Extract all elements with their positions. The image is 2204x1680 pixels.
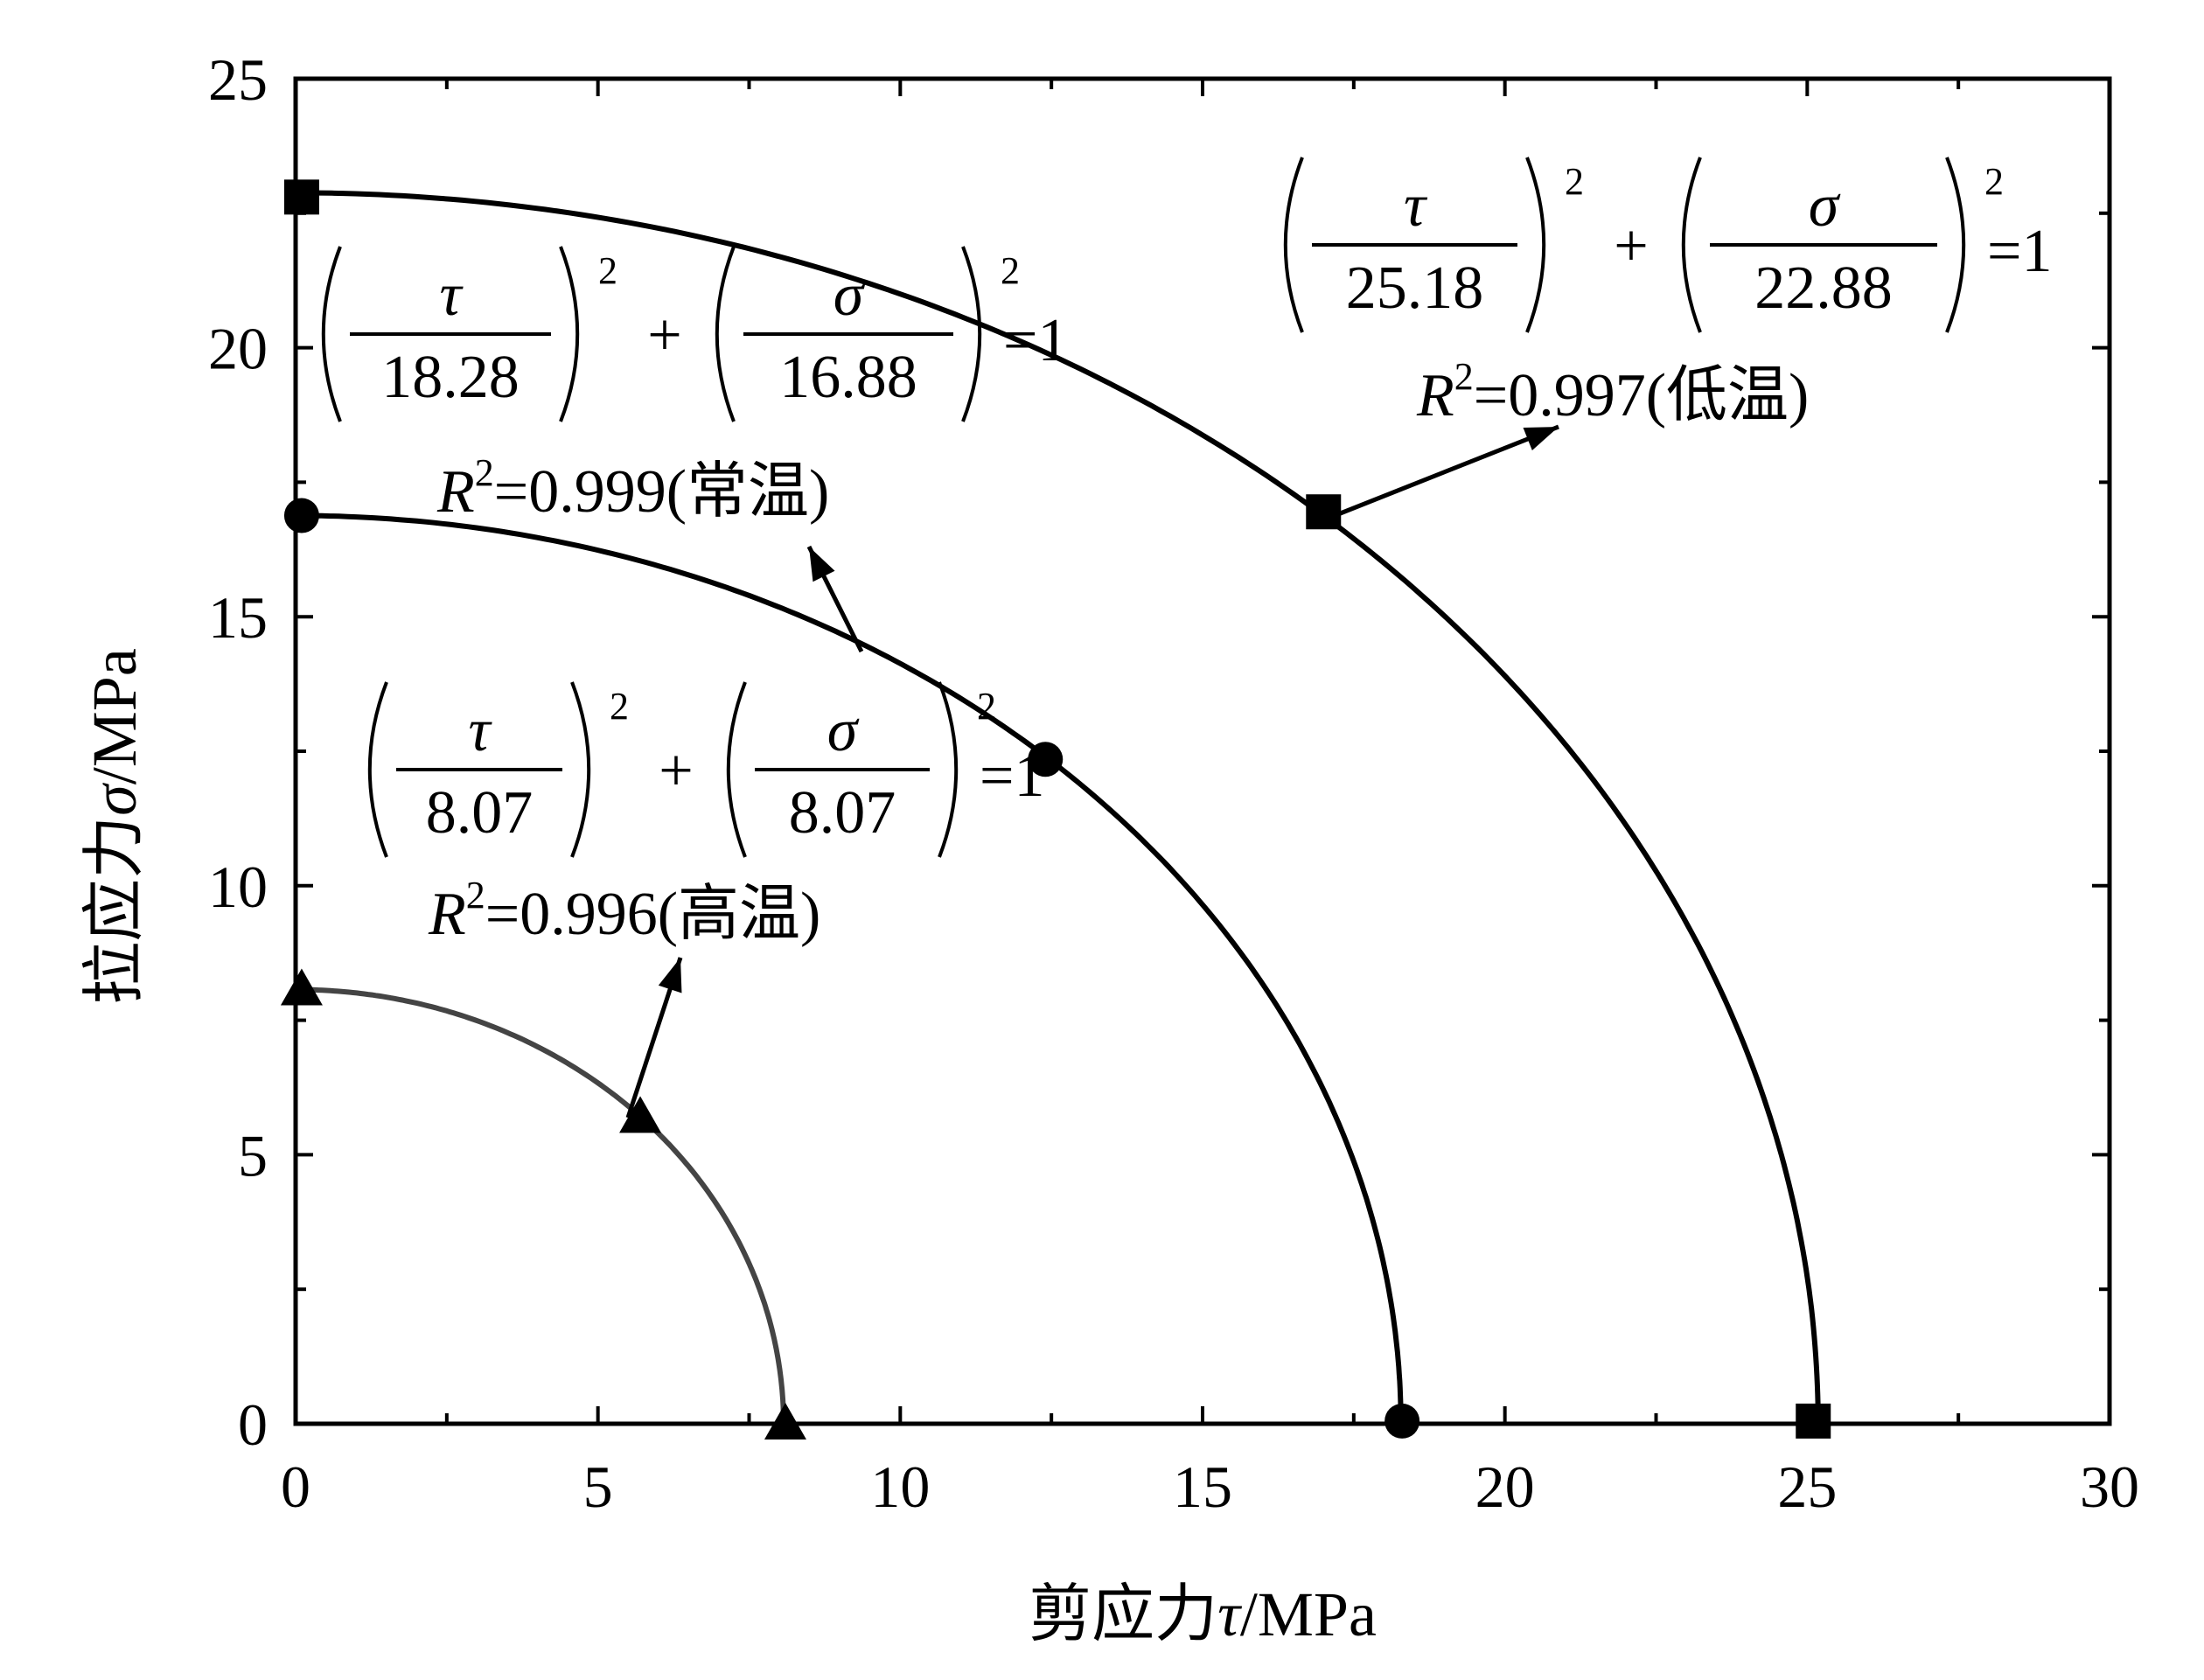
fraction-numerator: σ	[827, 697, 860, 764]
open-paren	[367, 681, 388, 858]
exponent: 2	[1565, 160, 1584, 203]
arrow-low-temp	[1337, 424, 1559, 517]
y-tick-label: 5	[238, 1122, 268, 1189]
fraction-numerator: τ	[468, 697, 492, 764]
envelope-curve-常温	[295, 512, 1404, 1425]
equals-one: =1	[980, 742, 1044, 810]
envelope-curve-低温	[295, 190, 1821, 1425]
exponent: 2	[977, 685, 996, 728]
close-paren	[961, 246, 982, 422]
circle-marker	[283, 498, 319, 533]
fraction-denominator: 22.88	[1754, 254, 1893, 322]
r-squared-label: R2=0.999(常温)	[436, 451, 829, 526]
x-tick-label: 25	[1777, 1453, 1837, 1520]
fraction-denominator: 16.88	[779, 344, 917, 411]
fraction-numerator: τ	[1404, 172, 1428, 240]
plus-sign: +	[647, 302, 681, 369]
fraction-numerator: σ	[1809, 172, 1841, 240]
open-paren	[1681, 157, 1702, 333]
x-tick-label: 15	[1173, 1453, 1232, 1520]
fraction-denominator: 8.07	[426, 779, 534, 847]
square-marker	[1796, 1403, 1831, 1439]
square-marker	[1306, 494, 1342, 530]
exponent: 2	[598, 249, 617, 292]
close-paren	[938, 681, 959, 858]
r-squared-label: R2=0.997(低温)	[1416, 355, 1809, 429]
y-axis-title: 拉应力σ/MPa	[80, 648, 150, 1005]
y-tick-label: 0	[238, 1391, 268, 1458]
exponent: 2	[1984, 160, 2004, 203]
fraction-denominator: 8.07	[789, 779, 896, 847]
triangle-marker	[764, 1403, 806, 1440]
exponent: 2	[1001, 249, 1020, 292]
arrow-high-temp-head	[658, 958, 682, 993]
triangle-marker	[619, 1096, 662, 1133]
fraction-denominator: 18.28	[381, 344, 520, 411]
equals-one: =1	[1987, 218, 2052, 285]
x-tick-label: 30	[2080, 1453, 2139, 1520]
close-paren	[1525, 157, 1546, 333]
axis-ticks	[294, 77, 2111, 1426]
equals-one: =1	[1003, 307, 1068, 374]
plus-sign: +	[659, 737, 693, 805]
equation-高温: τ 8.07 2 + σ 8.07 2 =1 R2=0.996(高温)	[367, 681, 1044, 948]
arrow-low-temp-head	[1523, 427, 1559, 451]
y-tick-label: 25	[208, 46, 268, 113]
plus-sign: +	[1614, 213, 1648, 280]
y-tick-label: 15	[208, 584, 268, 651]
open-paren	[321, 246, 342, 422]
r-squared-label: R2=0.996(高温)	[428, 874, 820, 948]
open-paren	[715, 246, 736, 422]
close-paren	[570, 681, 591, 858]
y-tick-label: 10	[208, 854, 268, 920]
envelope-curve-高温	[296, 986, 786, 1424]
x-tick-label: 20	[1475, 1453, 1535, 1520]
close-paren	[1945, 157, 1966, 333]
square-marker	[283, 179, 319, 215]
x-tick-label: 5	[583, 1453, 613, 1520]
x-axis-title: 剪应力τ/MPa	[1029, 1579, 1377, 1649]
circle-marker	[1028, 742, 1064, 777]
triangle-marker	[280, 968, 323, 1006]
fraction-denominator: 25.18	[1346, 254, 1484, 322]
open-paren	[1283, 157, 1304, 333]
arrow-room-temp-head	[809, 547, 835, 582]
x-tick-label: 10	[870, 1453, 930, 1520]
close-paren	[559, 246, 580, 422]
y-tick-label: 20	[208, 316, 268, 382]
fraction-numerator: τ	[439, 261, 464, 329]
x-tick-label: 0	[281, 1453, 310, 1520]
annotation-arrows	[625, 424, 1559, 1119]
circle-marker	[1384, 1403, 1420, 1439]
equation-低温: τ 25.18 2 + σ 22.88 2 =1 R2=0.997(低温)	[1283, 157, 2052, 429]
open-paren	[726, 681, 747, 858]
fraction-numerator: σ	[833, 261, 866, 329]
tick-labels: 0 5 10 15 20 25 30 0 5 10 15 20 25	[208, 46, 2139, 1520]
equation-常温: τ 18.28 2 + σ 16.88 2 =1 R2=0.999(常温)	[321, 246, 1068, 526]
equation-annotations: τ 25.18 2 + σ 22.88 2 =1 R2=0.997(低温) τ 18.28 2 + σ 16…	[321, 157, 2052, 948]
data-markers	[280, 179, 1831, 1440]
exponent: 2	[610, 685, 629, 728]
